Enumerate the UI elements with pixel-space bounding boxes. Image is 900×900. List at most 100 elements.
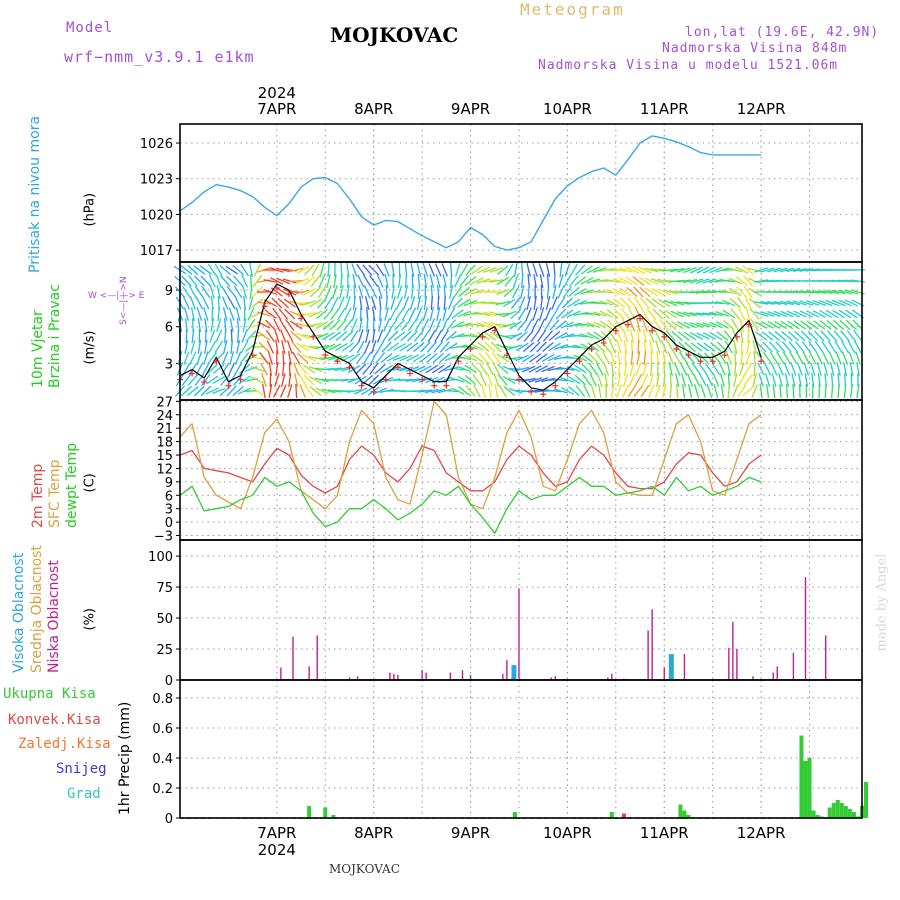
- wind-arrow: [742, 385, 754, 397]
- pressure-panel-label: Pritisak na nivou mora: [27, 115, 43, 273]
- wind-arrow: [546, 284, 550, 300]
- wind-arrow: [696, 342, 710, 352]
- wind-arrow: [419, 353, 432, 363]
- wind-arrow: [384, 274, 389, 288]
- wind-arrow: [190, 340, 196, 354]
- cloud-bar: [511, 665, 517, 680]
- wind-arrow: [587, 342, 600, 352]
- wind-arrow: [370, 340, 377, 354]
- wind-arrow: [315, 320, 329, 330]
- wind-arrow: [542, 330, 554, 342]
- wind-arrow: [308, 310, 323, 318]
- wind-arrow: [364, 329, 370, 343]
- wind-arrow: [758, 373, 764, 387]
- wind-arrow: [352, 274, 357, 288]
- wind-arrow: [371, 328, 376, 344]
- wind-arrow: [182, 285, 191, 299]
- cloud-bar: [554, 676, 557, 680]
- wind-arrow: [799, 310, 813, 318]
- wind-arrow: [356, 340, 365, 354]
- meteogram-label: Meteogram: [520, 0, 625, 19]
- wind-arrow: [616, 340, 622, 354]
- wind-arrow: [296, 265, 310, 275]
- wind-arrow: [529, 353, 542, 363]
- wind-arrow: [685, 362, 695, 376]
- wind-arrow: [428, 318, 436, 332]
- wind-arrow: [495, 300, 510, 306]
- cloud-bar: [348, 677, 351, 680]
- wind-arrow: [533, 295, 537, 311]
- wind-arrow: [568, 386, 580, 396]
- cloud-bar: [776, 666, 778, 680]
- wind-arrow: [428, 263, 436, 277]
- wind-arrow: [754, 279, 769, 283]
- wind-arrow: [621, 384, 630, 398]
- wind-arrow: [574, 374, 586, 386]
- wind-arrow: [344, 307, 352, 321]
- temp-dewpt-line: [179, 476, 762, 534]
- wind-arrow: [426, 341, 437, 353]
- wind-arrow: [303, 364, 316, 374]
- wind-arrow: [375, 352, 386, 364]
- wind-arrow: [729, 297, 742, 309]
- wind-arrow: [640, 307, 649, 321]
- wind-arrow: [737, 296, 747, 310]
- wind-arrow: [464, 287, 477, 297]
- wind-arrow: [670, 267, 685, 273]
- wind-arrow: [203, 307, 209, 321]
- wind-arrow: [292, 351, 301, 365]
- wind-arrow: [495, 312, 510, 316]
- wind-arrow: [620, 308, 631, 320]
- wind-arrow: [766, 383, 770, 399]
- wind-arrow: [536, 341, 547, 353]
- wind-arrow: [435, 318, 442, 332]
- wind-arrow: [399, 354, 413, 362]
- wind-arrow: [340, 273, 343, 289]
- wind-arrow: [650, 278, 665, 284]
- wind-arrow: [779, 383, 782, 399]
- wind-arrow: [227, 296, 236, 310]
- wind-arrow: [777, 362, 784, 376]
- wind-arrow: [232, 265, 244, 275]
- wind-arrow: [413, 330, 424, 342]
- coords-label: lon,lat (19.6E, 42.9N): [685, 25, 880, 40]
- wind-arrow: [230, 339, 234, 355]
- wind-arrow: [683, 278, 698, 284]
- wind-arrow: [605, 279, 620, 283]
- wind-arrow: [634, 373, 643, 387]
- wind-arrow: [794, 330, 806, 342]
- cloud-bar: [506, 660, 508, 680]
- wind-arrow: [446, 319, 457, 331]
- wind-arrow: [470, 277, 484, 285]
- wind-arrow: [444, 389, 459, 393]
- wind-arrow: [285, 329, 294, 343]
- wind-arrow: [812, 290, 827, 294]
- wind-arrow: [842, 362, 848, 376]
- wind-arrow: [767, 310, 781, 318]
- wind-arrow: [490, 341, 502, 353]
- wind-arrow: [374, 363, 386, 375]
- wind-arrow: [839, 319, 851, 331]
- wind-arrow: [774, 320, 787, 330]
- wind-arrow: [476, 322, 491, 328]
- y-tick-label: 1017: [140, 244, 173, 259]
- wind-arrow: [849, 362, 854, 376]
- wind-arrow: [510, 308, 522, 320]
- wind-arrow: [482, 279, 497, 283]
- wind-arrow: [658, 298, 671, 308]
- wind-arrow: [597, 383, 602, 399]
- wind-arrow: [641, 318, 648, 332]
- wind-arrow: [377, 285, 383, 299]
- wind-arrow: [224, 328, 227, 344]
- wind-arrow: [831, 289, 846, 295]
- wind-arrow: [769, 351, 779, 365]
- wind-arrow: [561, 309, 574, 319]
- wind-arrow: [222, 307, 228, 321]
- wind-arrow: [241, 274, 249, 288]
- wind-arrow: [484, 341, 496, 353]
- wind-arrow: [515, 342, 529, 352]
- wind-arrow: [207, 352, 218, 364]
- wind-arrow: [303, 276, 316, 286]
- wind-arrow: [592, 267, 607, 273]
- wind-arrow: [282, 361, 285, 377]
